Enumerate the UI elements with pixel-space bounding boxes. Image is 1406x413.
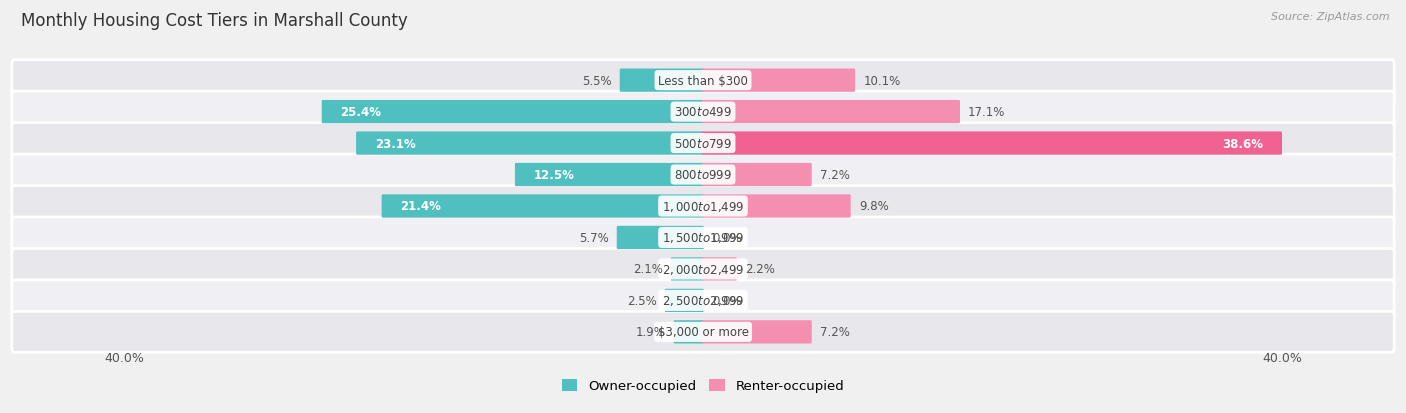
Text: 9.8%: 9.8%: [859, 200, 889, 213]
FancyBboxPatch shape: [671, 258, 704, 281]
FancyBboxPatch shape: [515, 164, 704, 187]
FancyBboxPatch shape: [702, 132, 1282, 155]
Text: 5.7%: 5.7%: [579, 231, 609, 244]
Legend: Owner-occupied, Renter-occupied: Owner-occupied, Renter-occupied: [557, 374, 849, 398]
Text: $2,500 to $2,999: $2,500 to $2,999: [662, 294, 744, 308]
FancyBboxPatch shape: [11, 280, 1395, 321]
FancyBboxPatch shape: [381, 195, 704, 218]
FancyBboxPatch shape: [702, 164, 811, 187]
Text: 2.1%: 2.1%: [633, 263, 662, 276]
FancyBboxPatch shape: [356, 132, 704, 155]
FancyBboxPatch shape: [11, 218, 1395, 258]
Text: 40.0%: 40.0%: [1263, 351, 1302, 365]
Text: $500 to $799: $500 to $799: [673, 137, 733, 150]
Text: 23.1%: 23.1%: [375, 137, 416, 150]
FancyBboxPatch shape: [11, 61, 1395, 101]
Text: 17.1%: 17.1%: [969, 106, 1005, 119]
Text: Monthly Housing Cost Tiers in Marshall County: Monthly Housing Cost Tiers in Marshall C…: [21, 12, 408, 30]
Text: 2.5%: 2.5%: [627, 294, 657, 307]
Text: 38.6%: 38.6%: [1222, 137, 1263, 150]
FancyBboxPatch shape: [322, 101, 704, 124]
Text: $2,000 to $2,499: $2,000 to $2,499: [662, 262, 744, 276]
Text: 12.5%: 12.5%: [534, 169, 575, 182]
Text: 7.2%: 7.2%: [820, 325, 849, 339]
FancyBboxPatch shape: [702, 320, 811, 344]
FancyBboxPatch shape: [665, 289, 704, 312]
FancyBboxPatch shape: [702, 258, 737, 281]
FancyBboxPatch shape: [702, 69, 855, 93]
Text: 7.2%: 7.2%: [820, 169, 849, 182]
Text: 2.2%: 2.2%: [745, 263, 775, 276]
FancyBboxPatch shape: [620, 69, 704, 93]
Text: $1,000 to $1,499: $1,000 to $1,499: [662, 199, 744, 214]
Text: 25.4%: 25.4%: [340, 106, 381, 119]
Text: 0.0%: 0.0%: [711, 294, 741, 307]
FancyBboxPatch shape: [673, 320, 704, 344]
FancyBboxPatch shape: [11, 123, 1395, 164]
Text: $300 to $499: $300 to $499: [673, 106, 733, 119]
FancyBboxPatch shape: [11, 312, 1395, 352]
Text: $800 to $999: $800 to $999: [673, 169, 733, 182]
Text: 5.5%: 5.5%: [582, 74, 612, 88]
Text: Source: ZipAtlas.com: Source: ZipAtlas.com: [1271, 12, 1389, 22]
Text: 0.0%: 0.0%: [711, 231, 741, 244]
Text: Less than $300: Less than $300: [658, 74, 748, 88]
Text: 21.4%: 21.4%: [401, 200, 441, 213]
FancyBboxPatch shape: [702, 101, 960, 124]
Text: $3,000 or more: $3,000 or more: [658, 325, 748, 339]
FancyBboxPatch shape: [11, 186, 1395, 227]
Text: 10.1%: 10.1%: [863, 74, 900, 88]
Text: 40.0%: 40.0%: [104, 351, 143, 365]
FancyBboxPatch shape: [11, 249, 1395, 290]
FancyBboxPatch shape: [11, 155, 1395, 195]
Text: $1,500 to $1,999: $1,500 to $1,999: [662, 231, 744, 245]
FancyBboxPatch shape: [617, 226, 704, 249]
Text: 1.9%: 1.9%: [636, 325, 665, 339]
FancyBboxPatch shape: [11, 92, 1395, 133]
FancyBboxPatch shape: [702, 195, 851, 218]
